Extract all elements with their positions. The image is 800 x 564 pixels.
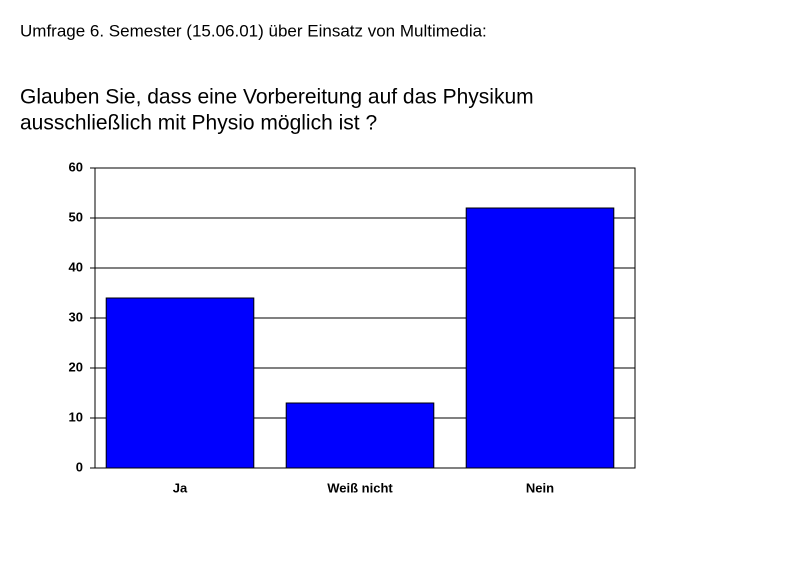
bar (465, 207, 615, 469)
y-tick-label: 0 (76, 459, 83, 474)
y-tick-label: 30 (69, 309, 83, 324)
x-tick-label: Ja (173, 480, 188, 495)
y-tick-label: 10 (69, 409, 83, 424)
x-tick-label: Nein (526, 480, 554, 495)
x-tick-label: Weiß nicht (327, 480, 393, 495)
y-tick-label: 40 (69, 259, 83, 274)
chart-title: ausschließlich mit Physio möglich ist ? (20, 112, 377, 135)
bar (105, 297, 255, 469)
y-tick-label: 20 (69, 359, 83, 374)
chart-header: Umfrage 6. Semester (15.06.01) über Eins… (20, 21, 487, 40)
y-tick-label: 50 (69, 209, 83, 224)
bar (285, 402, 435, 469)
y-tick-label: 60 (69, 159, 83, 174)
chart-title: Glauben Sie, dass eine Vorbereitung auf … (20, 86, 534, 109)
